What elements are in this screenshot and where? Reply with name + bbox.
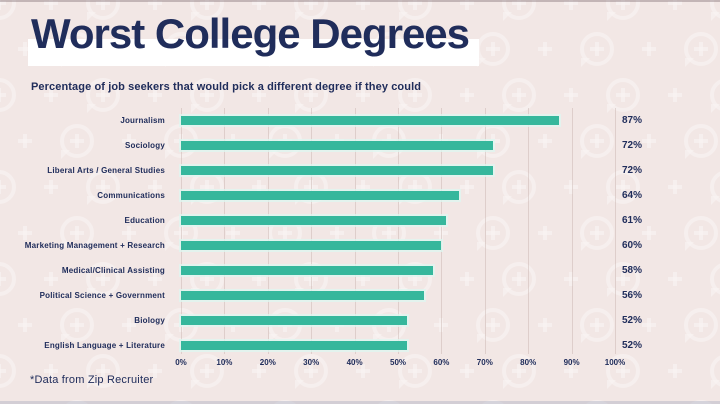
bar [181,141,494,150]
chart-row: Education 61% [0,208,720,233]
bar-track [181,316,615,325]
gridline [398,108,399,354]
axis-tick-label: 20% [259,358,276,367]
bar-track [181,191,615,200]
bar-track [181,241,615,250]
chart-row: Communications 64% [0,183,720,208]
bar [181,216,446,225]
chart-row: Journalism 87% [0,108,720,133]
axis-tick-label: 10% [216,358,233,367]
value-label: 72% [622,165,643,176]
axis-tick-label: 60% [433,358,450,367]
bar-track [181,166,615,175]
gridline [441,108,443,354]
axis-tick-label: 80% [520,358,537,367]
gridline [181,108,182,354]
gridline [571,108,573,354]
chart-row: English Language + Literature 52% [0,333,720,358]
bar [181,316,407,325]
value-label: 52% [622,340,643,351]
bar-track [181,266,615,275]
value-label: 52% [622,315,643,326]
chart-row: Liberal Arts / General Studies 72% [0,158,720,183]
bar-track [181,116,615,125]
gridline [528,108,530,354]
chart-row: Political Science + Government 56% [0,283,720,308]
chart-row: Biology 52% [0,308,720,333]
axis-tick-label: 0% [175,358,187,367]
value-label: 64% [622,190,643,201]
gridline [615,108,616,354]
source-footnote: *Data from Zip Recruiter [30,374,154,386]
bar [181,166,494,175]
axis-tick-label: 50% [389,358,407,367]
category-label: Journalism [120,116,165,125]
category-label: Medical/Clinical Assisting [61,266,165,275]
chart-row: Marketing Management + Research 60% [0,233,720,258]
category-label: Education [124,216,165,225]
gridline [311,108,313,354]
category-label: Liberal Arts / General Studies [47,166,165,175]
gridline [484,108,486,354]
gridline [354,108,356,354]
category-label: Biology [134,316,165,325]
value-label: 56% [622,290,643,301]
bar [181,341,407,350]
value-label: 58% [622,265,643,276]
bar-track [181,341,615,350]
bar [181,241,442,250]
value-label: 72% [622,140,643,151]
chart-row: Medical/Clinical Assisting 58% [0,258,720,283]
value-label: 60% [622,240,643,251]
chart-subtitle: Percentage of job seekers that would pic… [31,81,422,93]
bar [181,291,425,300]
axis-tick-label: 70% [476,358,493,367]
page-title: Worst College Degrees [28,10,480,66]
category-label: English Language + Literature [44,341,165,350]
bar-track [181,291,615,300]
axis-tick-label: 100% [604,358,626,367]
axis-tick-label: 40% [346,358,363,367]
axis-tick-label: 30% [303,358,320,367]
bar [181,191,459,200]
gridline [224,108,226,354]
category-label: Marketing Management + Research [24,241,165,250]
bottom-border-line [0,401,720,404]
chart-rows: Journalism 87% Sociology 72% Liberal Arts / … [0,108,720,358]
axis-tick-label: 90% [563,358,580,367]
gridline [267,108,269,354]
category-label: Sociology [124,141,165,150]
chart-row: Sociology 72% [0,133,720,158]
bar-track [181,141,615,150]
bar-track [181,216,615,225]
top-border-line [0,0,720,2]
category-label: Communications [97,191,165,200]
value-label: 87% [622,115,643,126]
x-axis: 0% 10% 20% 30% 40% 50% 60% 70% 80% 90% 100% [175,358,625,372]
value-label: 61% [622,215,643,226]
category-label: Political Science + Government [39,291,165,300]
bar [181,266,433,275]
bar [181,116,559,125]
page-title-text: Worst College Degrees [28,10,480,66]
bar-chart: Journalism 87% Sociology 72% Liberal Arts / … [0,108,720,376]
chart-gridlines [181,108,616,354]
